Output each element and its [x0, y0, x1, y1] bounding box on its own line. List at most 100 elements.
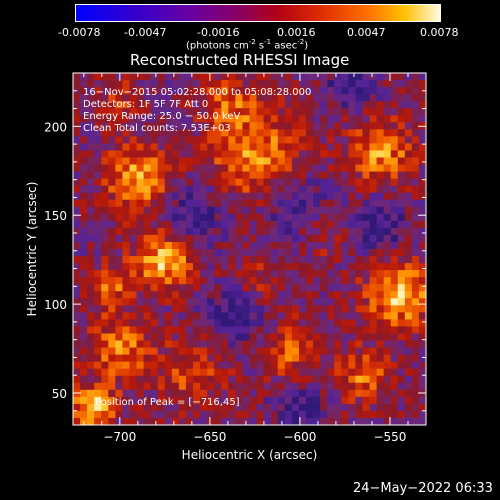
heatmap-cell	[129, 326, 137, 334]
heatmap-cell	[390, 326, 399, 334]
heatmap-cell	[327, 80, 335, 88]
heatmap-cell	[320, 298, 328, 306]
heatmap-cell	[164, 417, 173, 426]
heatmap-cell	[313, 340, 321, 348]
heatmap-cell	[171, 382, 180, 391]
annotation-line: Energy Range: 25.0 − 50.0 keV	[83, 111, 241, 122]
heatmap-cell	[397, 375, 406, 384]
heatmap-cell	[178, 270, 187, 278]
heatmap-cell	[214, 333, 222, 341]
heatmap-cell	[341, 136, 349, 144]
heatmap-cell	[411, 227, 420, 236]
heatmap-cell	[178, 291, 187, 299]
heatmap-cell	[291, 291, 300, 299]
heatmap-cell	[200, 347, 208, 355]
heatmap-cell	[298, 312, 307, 320]
heatmap-cell	[369, 220, 377, 229]
heatmap-cell	[87, 389, 95, 398]
heatmap-cell	[129, 227, 137, 236]
heatmap-cell	[164, 305, 173, 313]
heatmap-cell	[136, 417, 144, 426]
heatmap-cell	[263, 80, 272, 88]
heatmap-cell	[221, 319, 229, 327]
heatmap-cell	[164, 241, 173, 250]
heatmap-cell	[242, 410, 250, 419]
heatmap-cell	[383, 87, 392, 95]
heatmap-cell	[178, 347, 187, 355]
heatmap-cell	[305, 319, 314, 327]
heatmap-cell	[355, 101, 363, 109]
heatmap-cell	[157, 263, 166, 271]
heatmap-cell	[334, 284, 342, 292]
heatmap-cell	[320, 249, 328, 257]
heatmap-cell	[383, 122, 392, 130]
heatmap-cell	[136, 312, 144, 320]
heatmap-cell	[221, 312, 229, 320]
heatmap-cell	[263, 164, 272, 172]
heatmap-cell	[129, 347, 137, 355]
heatmap-cell	[73, 143, 81, 151]
heatmap-cell	[256, 129, 265, 137]
heatmap-cell	[369, 270, 377, 278]
heatmap-cell	[207, 298, 215, 306]
heatmap-cell	[228, 403, 236, 412]
heatmap-cell	[235, 417, 243, 426]
heatmap-cell	[115, 115, 123, 123]
heatmap-cell	[334, 305, 342, 313]
heatmap-cell	[221, 241, 229, 250]
heatmap-cell	[305, 101, 314, 109]
heatmap-cell	[397, 192, 406, 201]
heatmap-cell	[320, 192, 328, 201]
heatmap-cell	[284, 375, 293, 384]
heatmap-cell	[178, 263, 187, 271]
heatmap-cell	[193, 73, 201, 81]
heatmap-cell	[355, 263, 363, 271]
heatmap-cell	[108, 73, 116, 81]
heatmap-cell	[348, 403, 356, 412]
heatmap-cell	[80, 375, 88, 384]
heatmap-cell	[122, 150, 130, 158]
heatmap-cell	[136, 101, 144, 109]
heatmap-cell	[256, 270, 265, 278]
heatmap-cell	[341, 129, 349, 137]
heatmap-cell	[80, 108, 88, 116]
heatmap-cell	[73, 115, 81, 123]
heatmap-cell	[73, 108, 81, 116]
heatmap-cell	[94, 389, 102, 398]
heatmap-cell	[313, 375, 321, 384]
heatmap-cell	[242, 192, 250, 201]
heatmap-cell	[87, 80, 95, 88]
heatmap-cell	[263, 368, 272, 377]
heatmap-cell	[263, 256, 272, 264]
heatmap-cell	[228, 263, 236, 271]
heatmap-cell	[313, 333, 321, 341]
heatmap-cell	[171, 101, 180, 109]
heatmap-cell	[73, 192, 81, 201]
heatmap-cell	[404, 227, 413, 236]
heatmap-cell	[284, 178, 293, 187]
heatmap-cell	[87, 305, 95, 313]
heatmap-cell	[164, 234, 173, 243]
heatmap-cell	[143, 354, 152, 363]
heatmap-cell	[249, 241, 257, 250]
heatmap-cell	[298, 284, 307, 292]
heatmap-cell	[115, 256, 123, 264]
heatmap-cell	[171, 396, 180, 405]
heatmap-cell	[411, 234, 420, 243]
heatmap-cell	[348, 340, 356, 348]
heatmap-cell	[150, 326, 159, 334]
heatmap-cell	[305, 122, 314, 130]
heatmap-cell	[185, 263, 194, 271]
heatmap-cell	[383, 354, 392, 363]
heatmap-cell	[313, 157, 321, 165]
heatmap-cell	[207, 129, 215, 137]
colorbar	[75, 4, 441, 22]
heatmap-cell	[200, 277, 208, 285]
heatmap-cell	[320, 291, 328, 299]
heatmap-cell	[178, 277, 187, 285]
heatmap-cell	[277, 101, 286, 109]
heatmap-cell	[73, 389, 81, 398]
heatmap-cell	[178, 164, 187, 172]
heatmap-cell	[305, 157, 314, 165]
heatmap-cell	[376, 284, 385, 292]
